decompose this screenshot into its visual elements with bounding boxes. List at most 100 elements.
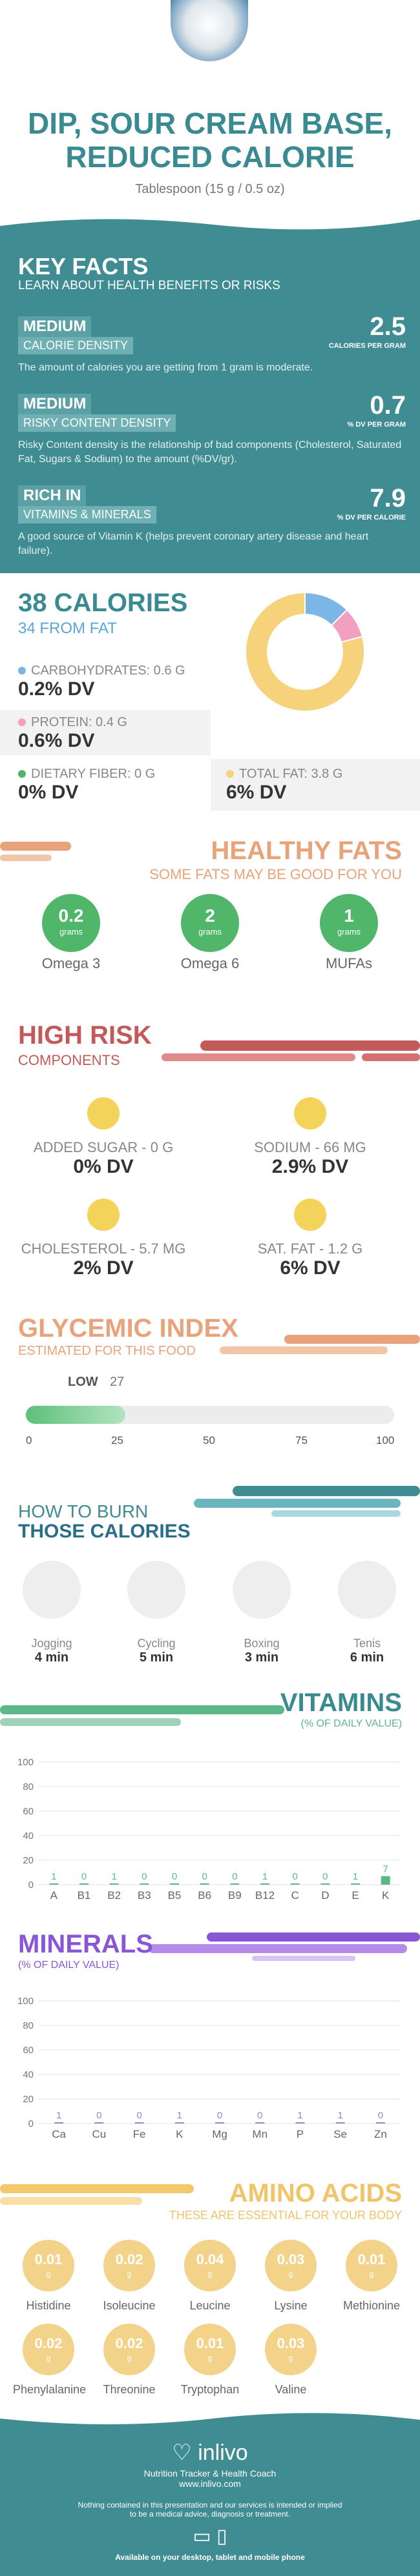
sodium-dv: 2.9% DV [271, 1156, 349, 1177]
protein-dv: 0.6% DV [18, 730, 95, 751]
vitamin-value-E: 1 [353, 1871, 358, 1882]
mineral-bar-Fe [134, 2122, 144, 2124]
amino-unit: g [288, 2353, 293, 2362]
amino-lysine: 0.03 g Lysine [255, 2240, 326, 2313]
vitamin-value-B5: 0 [172, 1871, 177, 1882]
amino-name: Methionine [342, 2299, 401, 2312]
footer-disclaimer-2: to be a medical advice, diagnosis or tre… [129, 2510, 291, 2519]
vitamin-bar-C [290, 1883, 300, 1885]
mineral-value-Mn: 0 [257, 2110, 262, 2121]
mineral-bar-Cu [94, 2122, 104, 2124]
mineral-bar-P [295, 2122, 305, 2124]
gi-tick-0: 0 [26, 1434, 32, 1446]
jogging-icon [23, 1561, 81, 1619]
devices-icon: ▭ ▯ [193, 2526, 227, 2547]
gi-tick-50: 50 [203, 1434, 215, 1446]
fact-unit: % DV PER CALORIE [337, 514, 406, 522]
vitamin-bar-B5 [170, 1883, 179, 1885]
cholesterol-dv: 2% DV [73, 1257, 134, 1279]
vitamin-category-B5: B5 [168, 1889, 182, 1902]
fact-value: 0.7 [370, 391, 406, 420]
vitamin-bar-B1 [79, 1883, 89, 1885]
mineral-bar-Se [335, 2122, 345, 2124]
mineral-bar-K [174, 2122, 184, 2124]
mineral-value-Ca: 1 [56, 2110, 61, 2121]
vitamin-category-B6: B6 [198, 1889, 211, 1902]
glycemic-level: LOW [68, 1375, 98, 1389]
fat-dot [226, 770, 234, 778]
mineral-y-tick: 20 [23, 2094, 34, 2105]
mineral-category-Fe: Fe [133, 2128, 146, 2140]
fact-name: RISKY CONTENT DENSITY [18, 414, 176, 432]
amino-leucine: 0.04 g Leucine [174, 2240, 246, 2313]
fact-desc: A good source of Vitamin K (helps preven… [18, 531, 369, 556]
footer-brand-block: ♡ inlivo Nutrition Tracker & Health Coac… [0, 2440, 420, 2562]
mineral-bar-Zn [375, 2122, 385, 2124]
protein-stat: PROTEIN: 0.4 g 0.6% DV [18, 715, 127, 752]
mineral-category-P: P [297, 2128, 304, 2140]
amino-isoleucine: 0.02 g Isoleucine [94, 2240, 165, 2313]
mineral-bar-Ca [54, 2122, 64, 2124]
vitamin-value-B6: 0 [202, 1871, 207, 1882]
fact-name: CALORIE DENSITY [18, 337, 134, 354]
vitamin-y-tick: 40 [23, 1831, 34, 1841]
fact-vitamins-minerals: RICH IN VITAMINS & MINERALS 7.9 % DV PER… [18, 484, 406, 558]
cholesterol-label: CHOLESTEROL - 5.7 mg [21, 1241, 186, 1257]
calories-title: 38 CALORIES [18, 589, 188, 617]
tennis-icon [338, 1561, 396, 1619]
mufa-value: 1 [344, 906, 354, 926]
burn-stripes [194, 1486, 420, 1517]
mineral-category-Mg: Mg [212, 2128, 227, 2140]
mineral-category-Cu: Cu [92, 2128, 106, 2140]
vitamin-value-B2: 1 [111, 1871, 116, 1882]
mineral-category-Ca: Ca [52, 2128, 66, 2140]
amino-unit: g [127, 2353, 132, 2362]
amino-name: Isoleucine [103, 2299, 156, 2312]
mineral-bar-Mg [215, 2122, 224, 2124]
vitamin-y-tick: 0 [28, 1880, 34, 1891]
fiber-dv: 0% DV [18, 782, 79, 803]
cycling-minutes: 5 min [139, 1650, 174, 1665]
amino-valine: 0.03 g Valine [255, 2324, 326, 2397]
footer-url[interactable]: www.inlivo.com [179, 2479, 241, 2489]
vitamins-subtitle: (% OF DAILY VALUE) [300, 1718, 402, 1729]
jogging-label: Jogging [31, 1637, 72, 1650]
mufa-label: MUFAs [325, 955, 373, 971]
omega3-value: 0.2 [58, 906, 84, 926]
vitamin-y-tick: 100 [17, 1757, 34, 1768]
amino-unit: g [207, 2353, 213, 2362]
footer-disclaimer-1: Nothing contained in this presentation a… [78, 2500, 342, 2510]
food-image [171, 0, 248, 61]
key-facts-wave [0, 219, 420, 232]
vitamin-bar-B12 [260, 1883, 269, 1885]
footer-available: Available on your desktop, tablet and mo… [115, 2553, 305, 2562]
amino-name: Tryptophan [180, 2383, 240, 2396]
fat-label: TOTAL FAT: 3.8 g [239, 767, 343, 781]
vitamin-category-C: C [291, 1889, 299, 1902]
vitamin-value-B3: 0 [142, 1871, 147, 1882]
protein-dot [18, 718, 26, 726]
key-facts-subtitle: LEARN ABOUT HEALTH BENEFITS OR RISKS [18, 279, 280, 292]
vitamins-bar-chart: 0 20 40 60 80 100 1 A 0 B1 1 B2 0 B3 0 B5 0 B6 0 B9 1 B12 0 C 0 D… [17, 1757, 401, 1902]
carbs-label: CARBOHYDRATES: 0.6 g [31, 664, 185, 678]
amino-value: 0.04 [196, 2251, 224, 2267]
donut-slice-total-fat [245, 591, 365, 712]
mineral-category-Zn: Zn [374, 2128, 387, 2140]
boxing-icon [233, 1561, 291, 1619]
mineral-value-K: 1 [177, 2110, 182, 2121]
omega6-unit: grams [198, 927, 222, 937]
burn-title-2: THOSE CALORIES [18, 1521, 191, 1542]
vitamin-category-A: A [50, 1889, 58, 1902]
sodium-stat: SODIUM - 66 mg 2.9% DV [213, 1139, 407, 1178]
tenis-minutes: 6 min [350, 1650, 384, 1665]
vitamin-category-K: K [382, 1889, 390, 1902]
amino-unit: g [369, 2269, 374, 2278]
gi-tick-100: 100 [376, 1434, 395, 1446]
vitamin-y-tick: 20 [23, 1855, 34, 1866]
vitamins-title: VITAMINS [280, 1689, 402, 1717]
fat-stat: TOTAL FAT: 3.8 g 6% DV [226, 767, 342, 804]
fact-name: VITAMINS & MINERALS [18, 506, 156, 523]
vitamin-bar-B2 [109, 1883, 119, 1885]
gi-tick-25: 25 [111, 1434, 123, 1446]
minerals-stripes [149, 1932, 420, 1961]
